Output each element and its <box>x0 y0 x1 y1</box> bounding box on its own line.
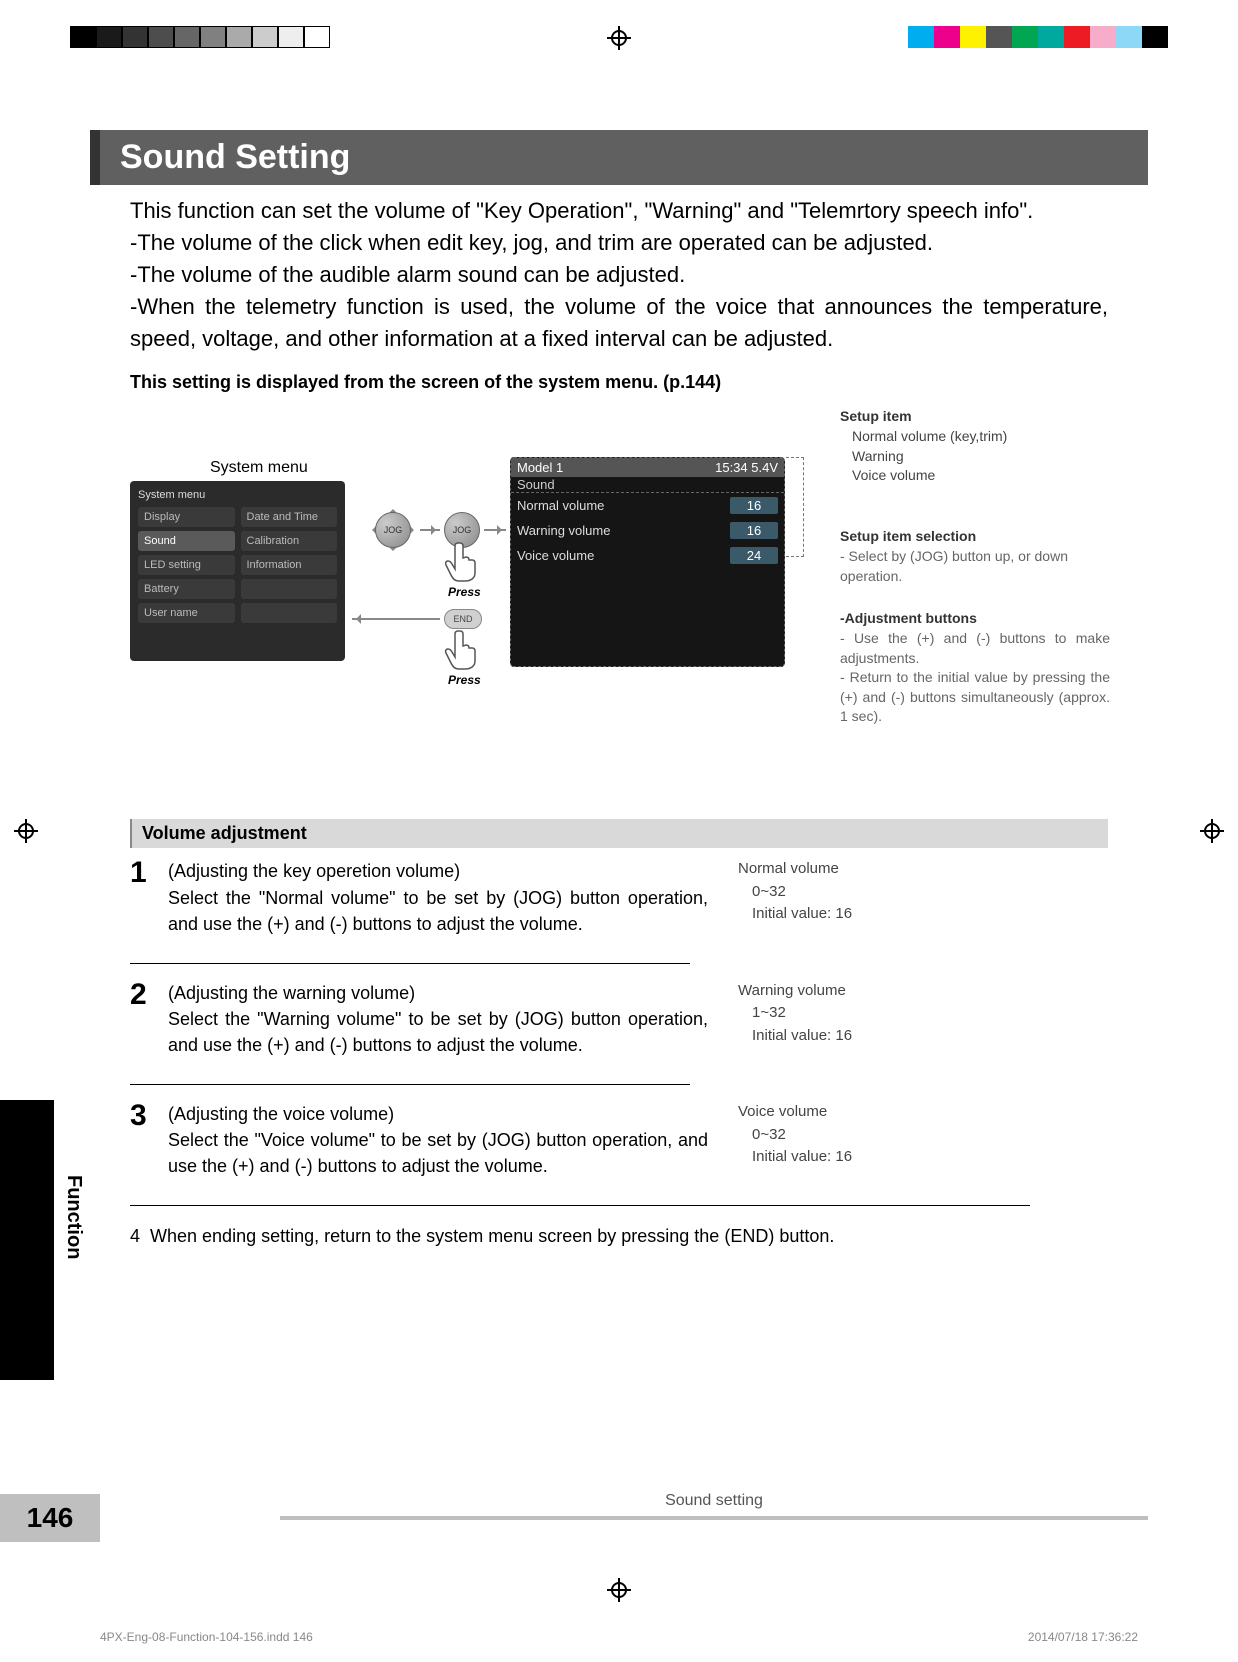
system-menu-screenshot: System menu Display Date and Time Sound Cal… <box>130 481 345 661</box>
setup-item-line: Voice volume <box>852 466 1100 486</box>
system-menu-title: System menu <box>138 489 337 501</box>
page-footer: 146 Sound setting <box>0 1494 1148 1542</box>
crosshair-icon <box>1200 819 1224 843</box>
sound-row-value: 16 <box>730 522 778 539</box>
step-side-info: Voice volume0~32Initial value: 16 <box>718 1101 918 1179</box>
adjustment-line: - Return to the initial value by pressin… <box>840 668 1110 727</box>
page-content: Sound Setting This function can set the … <box>90 130 1148 1532</box>
setup-selection-info: Setup item selection - Select by (JOG) b… <box>840 527 1100 586</box>
setup-item-line: Warning <box>852 447 1100 467</box>
sound-row-value: 24 <box>730 547 778 564</box>
system-menu-cell: Information <box>241 555 338 575</box>
step-side-info: Warning volume1~32Initial value: 16 <box>718 980 918 1058</box>
intro-line: -The volume of the audible alarm sound c… <box>130 259 1108 291</box>
diagram: System menu System menu Display Date and … <box>130 399 1108 819</box>
system-menu-cell: Display <box>138 507 235 527</box>
intro-line: This function can set the volume of "Key… <box>130 195 1108 227</box>
nav-instruction: This setting is displayed from the scree… <box>90 354 1148 399</box>
step-number: 2 <box>130 980 158 1058</box>
step-number: 4 <box>130 1226 140 1247</box>
setup-item-line: Normal volume (key,trim) <box>852 427 1100 447</box>
setup-item-heading: Setup item <box>840 407 1100 427</box>
steps-list: 1(Adjusting the key operetion volume)Sel… <box>130 848 1108 1261</box>
step: 2(Adjusting the warning volume)Select th… <box>130 970 1108 1078</box>
sound-row-label: Normal volume <box>517 498 720 513</box>
adjustment-heading: -Adjustment buttons <box>840 609 1110 629</box>
arrow-icon <box>420 529 440 531</box>
intro-line: -The volume of the click when edit key, … <box>130 227 1108 259</box>
intro-text: This function can set the volume of "Key… <box>90 185 1148 354</box>
print-date: 2014/07/18 17:36:22 <box>1028 1630 1138 1644</box>
arrow-icon <box>484 529 506 531</box>
intro-line: -When the telemetry function is used, th… <box>130 291 1108 355</box>
crosshair-icon <box>14 819 38 843</box>
sound-row-value: 16 <box>730 497 778 514</box>
setup-selection-heading: Setup item selection <box>840 527 1100 547</box>
step: 3(Adjusting the voice volume)Select the … <box>130 1091 1108 1199</box>
press-label: Press <box>448 673 481 687</box>
print-file-name: 4PX-Eng-08-Function-104-156.indd 146 <box>100 1630 313 1644</box>
step-text: (Adjusting the key operetion volume)Sele… <box>168 858 708 936</box>
volume-adjustment-header: Volume adjustment <box>130 819 1108 848</box>
step-side-info: Normal volume0~32Initial value: 16 <box>718 858 918 936</box>
page-number: 146 <box>0 1494 100 1542</box>
sound-screen-screenshot: Model 1 15:34 5.4V Sound Normal volume 16… <box>510 457 785 667</box>
step-text: When ending setting, return to the syste… <box>150 1226 834 1247</box>
system-menu-cell <box>241 603 338 623</box>
system-menu-cell: User name <box>138 603 235 623</box>
system-menu-cell <box>241 579 338 599</box>
system-menu-cell: Calibration <box>241 531 338 551</box>
screen-status: 15:34 5.4V <box>715 460 778 475</box>
page-title: Sound Setting <box>90 130 1148 185</box>
step-number: 3 <box>130 1101 158 1179</box>
screen-subtitle: Sound <box>511 477 784 493</box>
system-menu-cell: Sound <box>138 531 235 551</box>
end-button-icon: END <box>444 609 482 629</box>
sound-row-label: Voice volume <box>517 548 720 563</box>
system-menu-label: System menu <box>210 459 308 477</box>
sound-row-label: Warning volume <box>517 523 720 538</box>
jog-button-icon: JOG <box>375 512 411 548</box>
section-tab-label: Function <box>62 1175 85 1259</box>
setup-item-info: Setup item Normal volume (key,trim) Warn… <box>840 407 1100 485</box>
adjustment-info: -Adjustment buttons - Use the (+) and (-… <box>840 609 1110 727</box>
brace-icon <box>786 457 804 557</box>
adjustment-line: - Use the (+) and (-) buttons to make ad… <box>840 629 1110 668</box>
print-registration-top <box>0 26 1238 56</box>
system-menu-cell: Battery <box>138 579 235 599</box>
crosshair-icon <box>607 1578 631 1602</box>
system-menu-cell: Date and Time <box>241 507 338 527</box>
arrow-icon <box>352 618 440 620</box>
step-text: (Adjusting the warning volume)Select the… <box>168 980 708 1058</box>
section-tab-bg <box>0 1100 54 1380</box>
screen-model: Model 1 <box>517 460 563 475</box>
system-menu-cell: LED setting <box>138 555 235 575</box>
footer-label: Sound setting <box>280 1492 1148 1510</box>
print-footer: 4PX-Eng-08-Function-104-156.indd 146 201… <box>100 1630 1138 1644</box>
step-number: 1 <box>130 858 158 936</box>
jog-diamond-icon: JOG <box>370 507 416 553</box>
hand-press-icon <box>442 627 482 671</box>
setup-selection-line: - Select by (JOG) button up, or down ope… <box>840 547 1100 586</box>
press-label: Press <box>448 585 481 599</box>
hand-press-icon <box>442 539 482 583</box>
crosshair-icon <box>607 26 631 50</box>
step-text: (Adjusting the voice volume)Select the "… <box>168 1101 708 1179</box>
step-4: 4 When ending setting, return to the sys… <box>130 1212 1108 1261</box>
step: 1(Adjusting the key operetion volume)Sel… <box>130 848 1108 956</box>
